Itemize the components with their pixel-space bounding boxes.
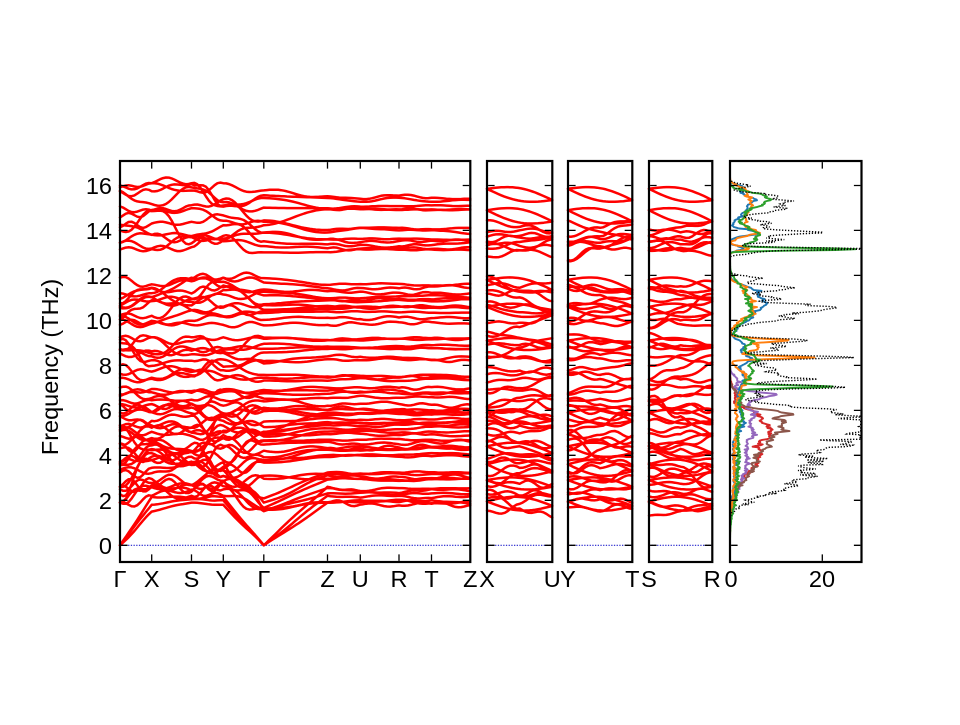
svg-text:8: 8 <box>99 353 112 379</box>
svg-text:20: 20 <box>809 566 835 592</box>
svg-text:12: 12 <box>86 263 112 289</box>
svg-text:R: R <box>704 566 721 592</box>
svg-text:Z: Z <box>320 566 334 592</box>
svg-text:10: 10 <box>86 308 112 334</box>
svg-text:4: 4 <box>99 443 112 469</box>
svg-text:U: U <box>352 566 369 592</box>
svg-text:16: 16 <box>86 173 112 199</box>
svg-text:U: U <box>544 566 561 592</box>
svg-text:0: 0 <box>99 533 112 559</box>
svg-text:S: S <box>641 566 657 592</box>
svg-text:14: 14 <box>86 218 112 244</box>
svg-text:Frequency (THz): Frequency (THz) <box>37 279 63 455</box>
svg-text:0: 0 <box>724 566 737 592</box>
svg-text:2: 2 <box>99 488 112 514</box>
svg-text:T: T <box>424 566 438 592</box>
svg-text:X: X <box>479 566 495 592</box>
svg-text:6: 6 <box>99 398 112 424</box>
svg-text:R: R <box>391 566 408 592</box>
svg-text:T: T <box>625 566 639 592</box>
svg-text:Y: Y <box>215 566 231 592</box>
svg-text:S: S <box>184 566 200 592</box>
svg-text:X: X <box>144 566 160 592</box>
svg-text:Γ: Γ <box>114 566 127 592</box>
svg-text:Z: Z <box>463 566 477 592</box>
svg-text:Γ: Γ <box>257 566 270 592</box>
svg-text:Y: Y <box>560 566 576 592</box>
